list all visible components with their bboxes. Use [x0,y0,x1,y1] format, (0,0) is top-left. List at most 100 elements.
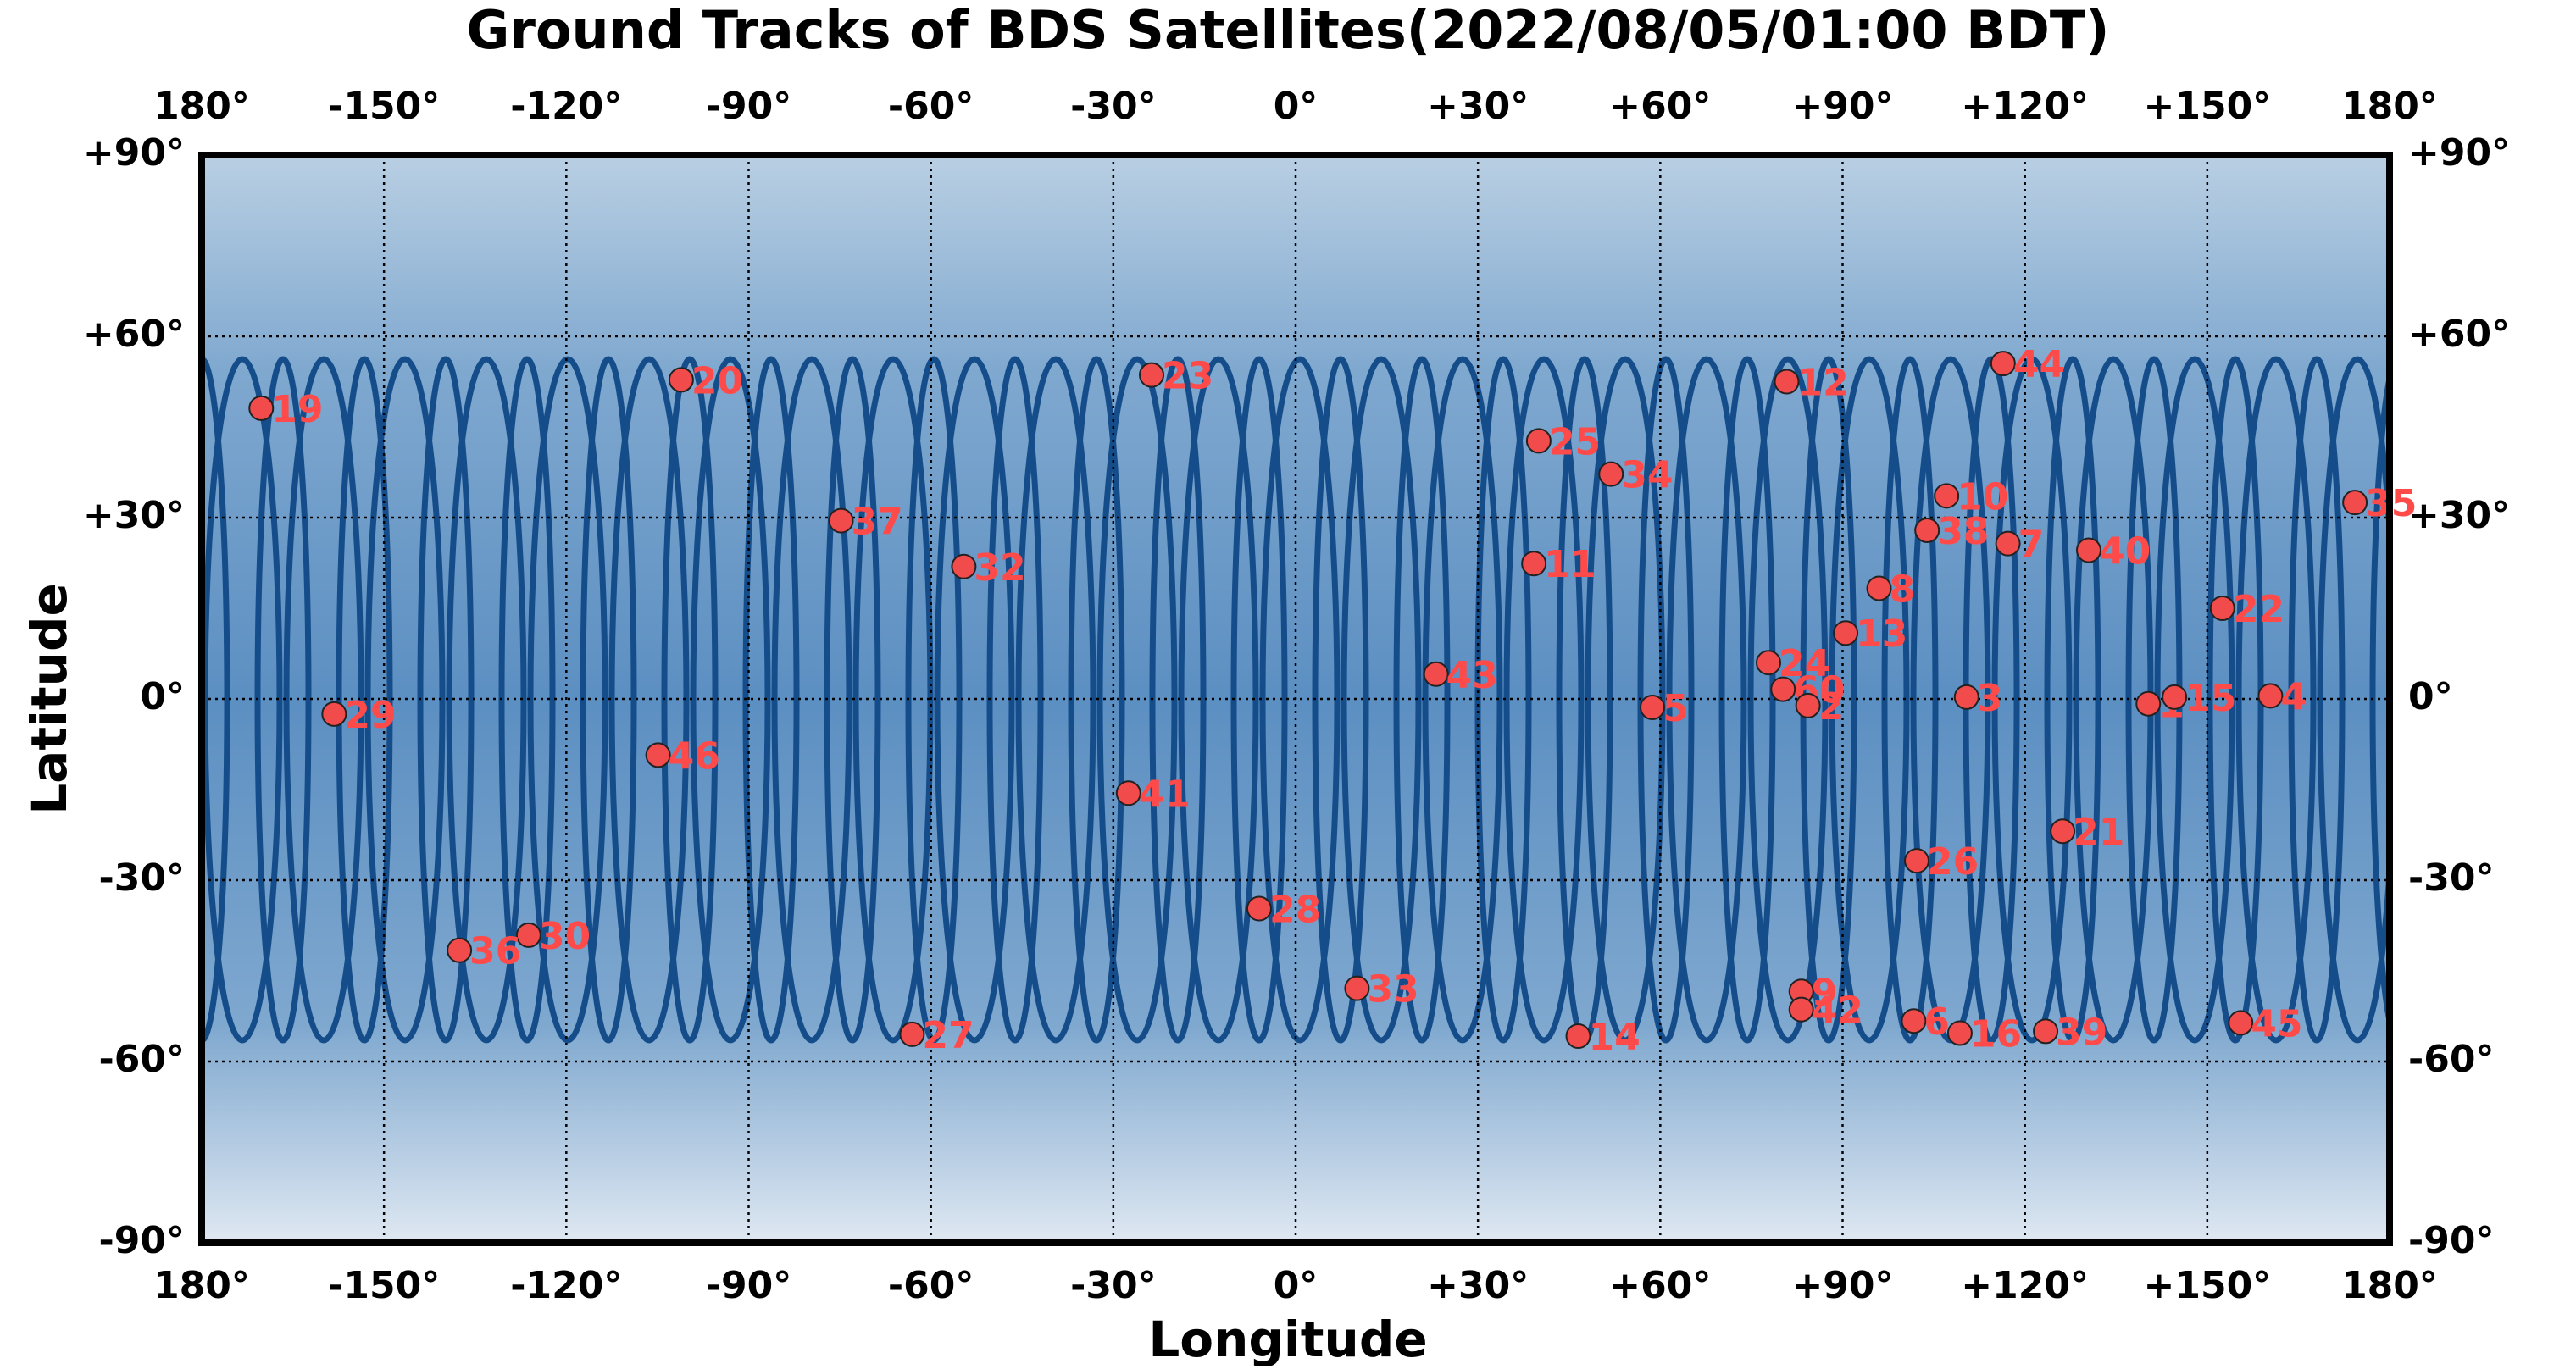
x-tick-label: -90° [706,85,792,128]
x-tick-label: +150° [2143,1264,2271,1307]
satellite-label: 27 [922,1014,974,1057]
x-tick-label: -60° [888,85,974,128]
satellite-point [447,937,473,963]
x-axis-label: Longitude [1148,1311,1427,1366]
satellite-label: 28 [1269,889,1321,932]
satellite-label: 8 [1890,568,1916,611]
satellite-point [1423,661,1449,687]
satellite-point [515,922,541,948]
y-tick-label: -30° [2408,856,2495,900]
satellite-point [321,701,347,727]
satellite-point [2162,684,2188,710]
y-tick-label: -30° [99,856,186,900]
y-tick-label: -60° [2408,1038,2495,1081]
satellite-point [1640,694,1666,720]
satellite-label: 36 [469,930,521,973]
plot-frame [198,152,2393,1246]
x-tick-label: +60° [1609,1264,1711,1307]
satellite-point [1770,676,1796,702]
y-tick-label: -90° [2408,1219,2495,1262]
y-tick-label: +60° [83,313,185,356]
satellite-point [1565,1023,1591,1050]
satellite-label: 15 [2185,677,2236,720]
satellite-point [1598,461,1624,487]
satellite-point [668,367,694,393]
y-tick-label: +90° [2408,131,2510,175]
satellite-label: 3 [1977,677,2003,720]
satellite-label: 26 [1927,840,1979,884]
satellite-label: 7 [2018,524,2045,567]
satellite-point [2135,690,2162,717]
satellite-point [2033,1018,2059,1045]
satellite-label: 4 [2280,675,2307,718]
y-tick-label: 0° [2408,675,2453,718]
x-tick-label: -120° [510,85,622,128]
y-axis-label: Latitude [20,583,78,815]
satellite-label: 34 [1621,454,1673,497]
satellite-point [1774,369,1800,395]
satellite-label: 43 [1446,654,1498,697]
y-tick-label: +60° [2408,313,2510,356]
y-tick-label: 0° [140,675,185,718]
x-tick-label: 180° [153,85,250,128]
satellite-point [2342,490,2368,516]
x-tick-label: -30° [1070,85,1157,128]
satellite-point [1995,530,2021,557]
x-tick-label: +60° [1609,85,1711,128]
satellite-point [1990,351,2016,377]
satellite-label: 10 [1957,475,2008,518]
x-tick-label: +120° [1961,1264,2089,1307]
satellite-label: 46 [669,734,720,778]
x-tick-label: 180° [2341,85,2438,128]
satellite-point [951,553,977,579]
y-tick-label: +90° [83,131,185,175]
satellite-label: 16 [1970,1012,2022,1056]
x-tick-label: 0° [1274,85,1319,128]
satellite-point [1139,362,1165,388]
satellite-point [2075,537,2101,563]
x-tick-label: +30° [1427,1264,1529,1307]
satellite-label: 9 [1812,971,1838,1014]
satellite-point [1866,575,1892,601]
satellite-label: 45 [2251,1002,2302,1045]
satellite-point [1904,848,1930,874]
satellite-label: 23 [1162,355,1213,398]
satellite-label: 44 [2013,343,2065,386]
satellite-label: 39 [2056,1011,2107,1054]
y-tick-label: -90° [99,1219,186,1262]
y-tick-label: +30° [2408,494,2510,537]
satellite-point [1755,650,1781,676]
x-tick-label: 0° [1274,1264,1319,1307]
satellite-point [1934,483,1960,509]
x-tick-label: +90° [1791,1264,1893,1307]
satellite-point [1901,1008,1927,1034]
x-tick-label: +150° [2143,85,2271,128]
satellite-label: 6 [1924,1000,1950,1044]
satellite-point [645,742,671,768]
satellite-label: 38 [1937,510,1989,553]
satellite-point [2228,1010,2254,1036]
satellite-label: 33 [1367,968,1418,1012]
satellite-label: 12 [1797,362,1849,405]
satellite-label: 2 [1818,685,1845,729]
x-tick-label: +90° [1791,85,1893,128]
satellite-point [2257,683,2284,709]
x-tick-label: 180° [2341,1264,2438,1307]
x-tick-label: -120° [510,1264,622,1307]
satellite-label: 19 [271,388,323,431]
satellite-label: 5 [1663,687,1689,730]
x-tick-label: -30° [1070,1264,1157,1307]
satellite-label: 20 [691,359,743,402]
x-tick-label: -150° [328,1264,440,1307]
satellite-point [1521,551,1547,577]
satellite-point [1246,895,1272,922]
satellite-point [899,1021,925,1047]
satellite-point [1914,517,1940,543]
satellite-point [1953,684,1979,710]
x-tick-label: -60° [888,1264,974,1307]
satellite-point [828,507,854,534]
y-tick-label: -60° [99,1038,186,1081]
satellite-label: 37 [852,501,903,544]
